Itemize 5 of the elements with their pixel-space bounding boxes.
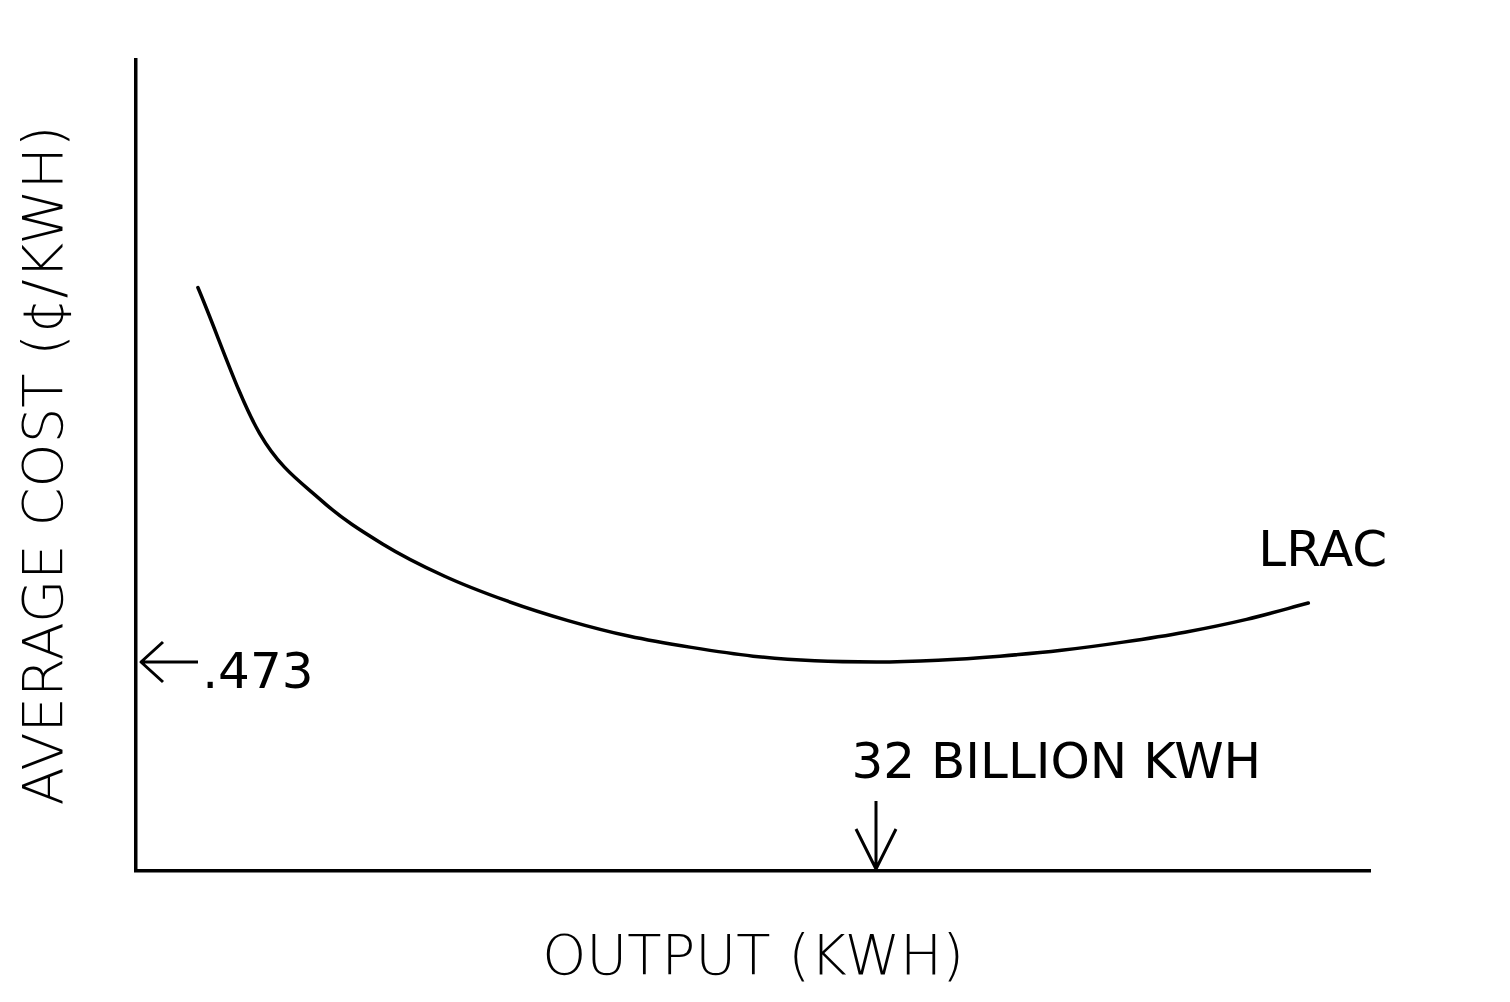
annotation: 32 BILLION KWH	[851, 731, 1262, 790]
y-axis-title: AVERAGE COST (¢/KWH)	[10, 125, 76, 806]
series-label: LRAC	[1258, 520, 1388, 579]
x-axis-title: OUTPUT (KWH)	[542, 921, 965, 987]
annotation: .473	[202, 641, 314, 700]
